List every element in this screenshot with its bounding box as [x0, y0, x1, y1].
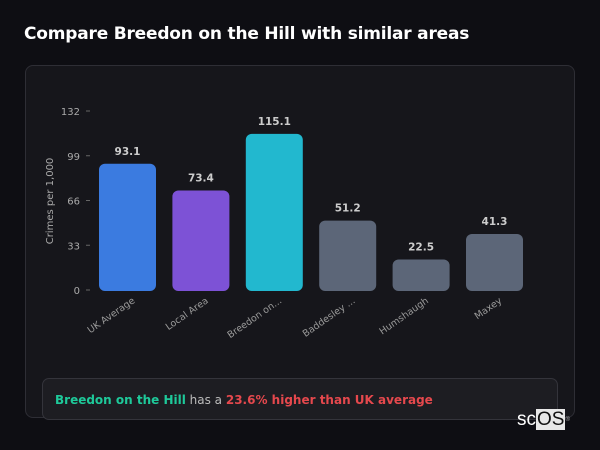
y-axis-label: Crimes per 1,000: [45, 158, 56, 245]
x-tick-label: Humshaugh: [378, 295, 431, 337]
comparison-callout: Breedon on the Hill has a 23.6% higher t…: [42, 378, 558, 420]
x-tick-label: Breedon on...: [226, 295, 284, 341]
data-label: 73.4: [188, 172, 214, 184]
bar-3: [245, 133, 303, 291]
callout-text: has a: [185, 393, 226, 407]
y-tick-label: 0: [74, 286, 80, 297]
comparison-value: 23.6% higher than UK average: [225, 393, 433, 407]
area-name: Breedon on the Hill: [55, 393, 186, 407]
bar-1: [99, 163, 156, 291]
y-tick-label: 132: [61, 107, 80, 118]
bar-2: [172, 190, 230, 291]
data-label: 22.5: [408, 241, 434, 253]
bar-6: [466, 233, 523, 291]
x-tick-label: UK Average: [86, 295, 138, 336]
data-label: 41.3: [482, 216, 508, 228]
y-tick-label: 66: [67, 197, 80, 208]
x-tick-label: Baddesley ...: [301, 295, 358, 339]
y-tick-label: 33: [67, 241, 80, 252]
bar-5: [392, 259, 450, 291]
x-tick-label: Maxey: [473, 295, 505, 322]
data-label: 93.1: [115, 146, 141, 158]
data-label: 115.1: [258, 116, 291, 128]
bar-4: [319, 220, 377, 291]
scos-logo: scOS®: [517, 409, 570, 430]
y-tick-label: 99: [67, 152, 80, 163]
data-label: 51.2: [335, 203, 361, 215]
x-tick-label: Local Area: [164, 295, 211, 332]
page-title: Compare Breedon on the Hill with similar…: [24, 24, 470, 44]
